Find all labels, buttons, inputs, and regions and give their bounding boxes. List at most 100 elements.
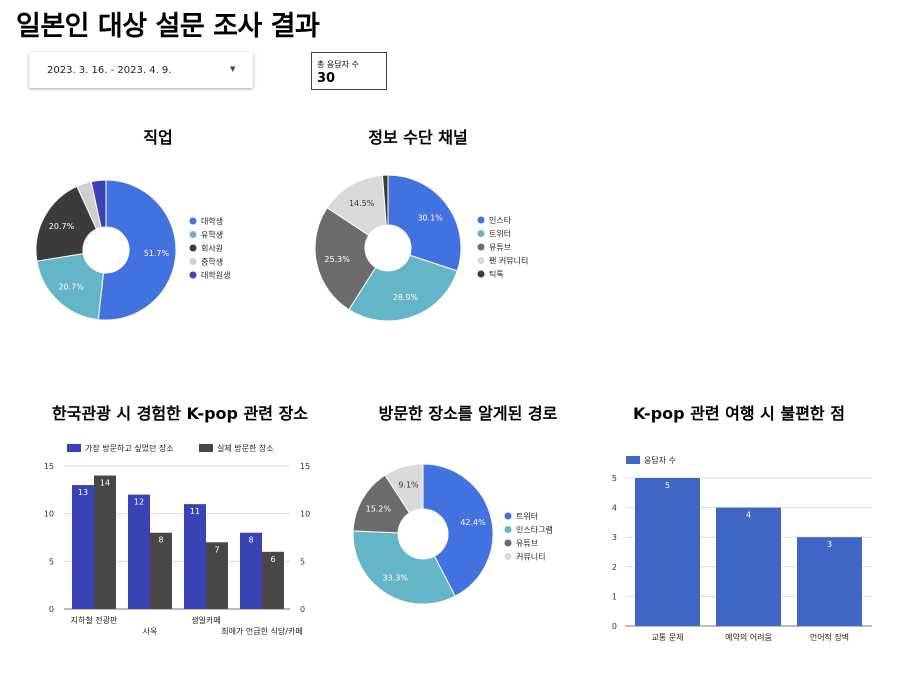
bar-value-label: 8 [248,536,253,545]
y-tick-label: 4 [612,504,617,513]
legend-label: 회사원 [201,244,223,253]
slice-value-label: 20.7% [49,222,75,231]
pie-slice [381,174,389,226]
legend-marker [504,512,512,520]
legend-marker [189,244,197,252]
legend-label: 대학원생 [201,270,230,280]
bar [184,504,206,609]
legend-label: 트위터 [516,512,538,521]
legend-label: 가장 방문하고 싶었던 장소 [85,443,174,453]
y-tick-label: 5 [612,474,617,483]
slice-value-label: 33.3% [383,573,409,582]
x-category-label: 최애가 언급한 식당/카페 [221,626,302,636]
bar-value-label: 13 [78,488,88,497]
legend-marker [189,271,197,279]
bar [206,542,228,609]
chart-title-job: 직업 [143,128,173,147]
legend-marker [477,257,485,264]
bar-value-label: 3 [827,540,832,549]
y-tick-label-right: 0 [300,605,305,614]
bar [635,478,700,626]
bar-value-label: 11 [190,507,200,516]
legend-marker [504,553,512,560]
slice-value-label: 51.7% [144,249,170,258]
bar-value-label: 8 [158,536,163,545]
slice-value-label: 9.1% [398,481,419,490]
pie-slice [387,174,462,272]
pie-slice [97,179,177,321]
chart-title-route: 방문한 장소를 알게된 경로 [378,404,558,423]
x-category-label: 사옥 [143,627,158,636]
x-category-label: 생일카페 [191,615,220,625]
page-title: 일본인 대상 설문 조사 결과 [16,11,320,42]
places-bar-chart: 0 0 5 5 10 10 15 15 13 14 지하철 전광판 12 8 사옥 11 7 생일카페 8 6 최애가… [44,443,310,636]
legend-label: 유학생 [201,230,223,240]
bar [797,537,862,626]
bar [94,475,116,609]
total-respondents-scorecard: 총 응답자 수 30 [311,52,387,90]
slice-value-label: 42.4% [460,518,486,527]
bar-value-label: 12 [134,498,144,507]
legend-label: 대학생 [201,216,223,226]
bar [262,551,284,609]
pie-slice [384,463,424,514]
x-category-label: 예약의 어려움 [725,632,772,642]
legend-marker [477,243,485,251]
bar [240,532,262,609]
bar [128,494,150,609]
chart-title-places: 한국관광 시 경험한 K-pop 관련 장소 [51,404,309,423]
legend-marker [504,539,512,547]
y-tick-label-right: 5 [300,557,305,566]
legend-label: 팬 커뮤니티 [489,256,528,266]
pie-slice [348,254,458,322]
chart-title-channel: 정보 수단 채널 [368,128,468,147]
y-tick-label: 1 [612,592,617,601]
y-tick-label-right: 15 [300,462,310,471]
legend-label: 유튜브 [516,539,538,548]
legend-marker [477,270,485,278]
legend-marker [67,444,81,452]
slice-value-label: 20.7% [58,283,84,292]
legend-marker [189,217,197,225]
y-tick-label: 2 [612,563,617,572]
inconvenience-bar-chart: 0 1 2 3 4 5 5 교통 문제 4 예약의 어려움 3 언어적 장벽 응답자 수 [612,455,872,642]
x-category-label: 지하철 전광판 [71,615,118,625]
legend-marker [189,231,197,238]
legend-label: 중학생 [201,257,223,267]
pie-slice [314,207,377,311]
date-range-value: 2023. 3. 16. - 2023. 4. 9. [47,65,172,76]
legend-label: 인스타 [489,215,512,225]
slice-value-label: 30.1% [417,214,443,223]
pie-slice [422,463,494,597]
pie-slice [352,530,456,605]
slice-value-label: 25.3% [324,255,350,264]
legend-marker [477,216,485,224]
x-category-label: 언어적 장벽 [810,632,849,642]
bar [150,532,172,609]
legend-label: 유튜브 [489,243,511,252]
legend-marker [199,444,213,452]
y-tick-label-left: 0 [49,605,54,614]
bar-value-label: 4 [746,511,751,520]
legend-marker [626,456,640,464]
legend-label: 커뮤니티 [516,552,545,562]
scorecard-label: 총 응답자 수 [317,60,359,69]
y-tick-label-left: 10 [44,510,54,519]
bar-value-label: 7 [214,545,219,554]
pie-slice [36,253,105,321]
y-tick-label-right: 10 [300,510,310,519]
legend-label: 실제 방문한 장소 [217,443,274,453]
pie-slice [35,185,98,262]
caret-down-icon[interactable]: ▼ [230,65,236,73]
bar [72,485,94,609]
legend-label: 응답자 수 [644,455,676,465]
chart-title-inconvenience: K-pop 관련 여행 시 불편한 점 [633,404,845,423]
bar-value-label: 6 [270,555,275,564]
bar-value-label: 5 [665,481,670,490]
legend-label: 인스타그램 [516,525,553,535]
date-range-picker[interactable]: 2023. 3. 16. - 2023. 4. 9. ▼ [29,52,253,88]
pie-slice [90,179,107,229]
